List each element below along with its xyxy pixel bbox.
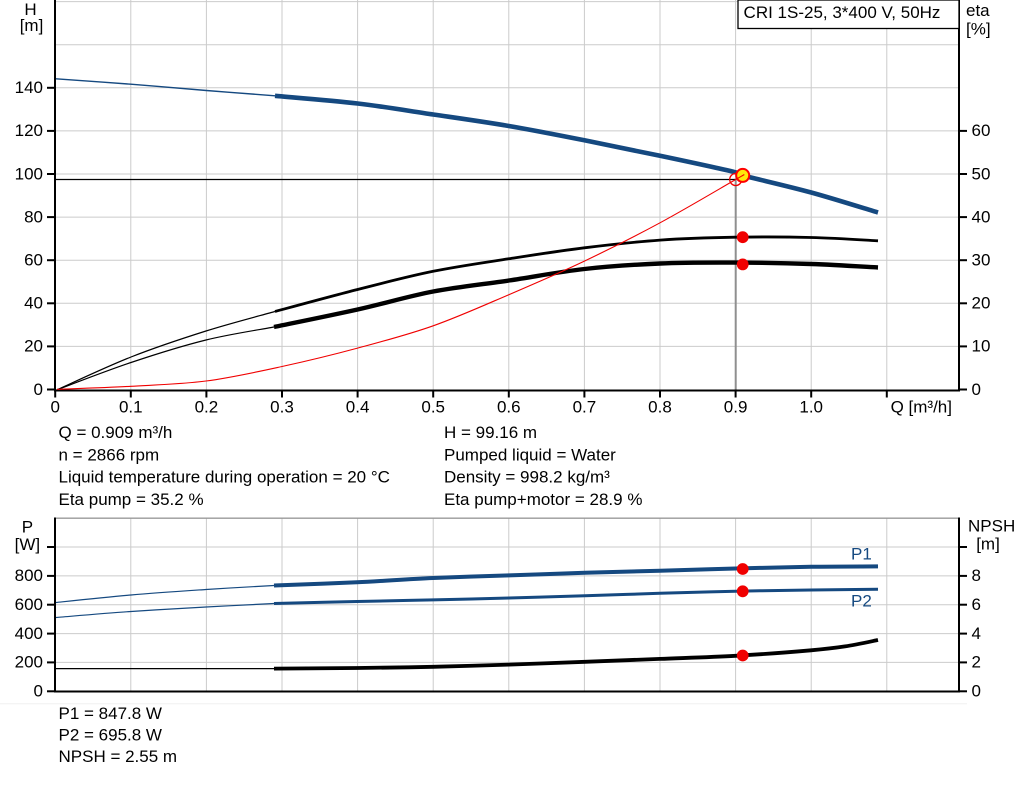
- svg-text:4: 4: [972, 624, 981, 643]
- svg-text:0.9: 0.9: [724, 398, 748, 417]
- svg-text:P2: P2: [851, 592, 872, 611]
- svg-text:20: 20: [24, 337, 43, 356]
- svg-text:20: 20: [972, 294, 991, 313]
- svg-text:NPSH = 2.55 m: NPSH = 2.55 m: [59, 747, 178, 766]
- svg-text:CRI 1S-25, 3*400 V, 50Hz: CRI 1S-25, 3*400 V, 50Hz: [744, 3, 941, 22]
- svg-text:8: 8: [972, 566, 981, 585]
- svg-text:[%]: [%]: [966, 20, 991, 39]
- svg-text:0.6: 0.6: [497, 398, 521, 417]
- svg-text:0.3: 0.3: [270, 398, 294, 417]
- svg-text:n = 2866 rpm: n = 2866 rpm: [59, 445, 160, 464]
- svg-text:40: 40: [972, 207, 991, 226]
- svg-text:H = 99.16 m: H = 99.16 m: [444, 423, 537, 442]
- svg-text:[m]: [m]: [976, 535, 1000, 554]
- svg-text:10: 10: [972, 337, 991, 356]
- svg-text:P: P: [22, 518, 33, 537]
- svg-text:80: 80: [24, 207, 43, 226]
- svg-text:30: 30: [972, 251, 991, 270]
- svg-text:50: 50: [972, 164, 991, 183]
- svg-text:Density = 998.2 kg/m³: Density = 998.2 kg/m³: [444, 468, 610, 487]
- svg-text:P2 = 695.8 W: P2 = 695.8 W: [59, 726, 162, 745]
- svg-text:P1 = 847.8 W: P1 = 847.8 W: [59, 704, 162, 723]
- svg-text:40: 40: [24, 294, 43, 313]
- svg-text:6: 6: [972, 595, 981, 614]
- svg-text:0.5: 0.5: [421, 398, 445, 417]
- svg-text:Eta pump+motor = 28.9 %: Eta pump+motor = 28.9 %: [444, 490, 642, 509]
- svg-text:0.2: 0.2: [195, 398, 219, 417]
- svg-text:P1: P1: [851, 545, 872, 564]
- svg-text:200: 200: [15, 653, 43, 672]
- svg-text:0: 0: [34, 380, 43, 399]
- svg-text:Liquid temperature during oper: Liquid temperature during operation = 20…: [59, 468, 390, 487]
- svg-text:Q = 0.909 m³/h: Q = 0.909 m³/h: [59, 423, 173, 442]
- svg-text:Pumped liquid = Water: Pumped liquid = Water: [444, 445, 616, 464]
- svg-text:800: 800: [15, 566, 43, 585]
- svg-text:60: 60: [972, 121, 991, 140]
- svg-text:2: 2: [972, 653, 981, 672]
- svg-text:0.8: 0.8: [648, 398, 672, 417]
- svg-text:0: 0: [972, 682, 981, 701]
- svg-text:0.1: 0.1: [119, 398, 143, 417]
- svg-text:Eta pump = 35.2 %: Eta pump = 35.2 %: [59, 490, 204, 509]
- svg-text:120: 120: [15, 121, 43, 140]
- svg-text:0: 0: [34, 682, 43, 701]
- svg-text:100: 100: [15, 164, 43, 183]
- svg-text:[m]: [m]: [20, 16, 44, 35]
- svg-text:eta: eta: [966, 1, 990, 20]
- svg-text:60: 60: [24, 251, 43, 270]
- svg-text:400: 400: [15, 624, 43, 643]
- svg-text:H: H: [24, 0, 36, 19]
- svg-text:NPSH: NPSH: [968, 517, 1015, 536]
- svg-text:0: 0: [50, 398, 59, 417]
- svg-text:[W]: [W]: [15, 535, 41, 554]
- svg-text:Q [m³/h]: Q [m³/h]: [891, 398, 952, 417]
- svg-text:140: 140: [15, 78, 43, 97]
- svg-text:600: 600: [15, 595, 43, 614]
- svg-text:0.7: 0.7: [573, 398, 597, 417]
- svg-text:0: 0: [972, 380, 981, 399]
- svg-text:0.4: 0.4: [346, 398, 370, 417]
- svg-text:1.0: 1.0: [799, 398, 823, 417]
